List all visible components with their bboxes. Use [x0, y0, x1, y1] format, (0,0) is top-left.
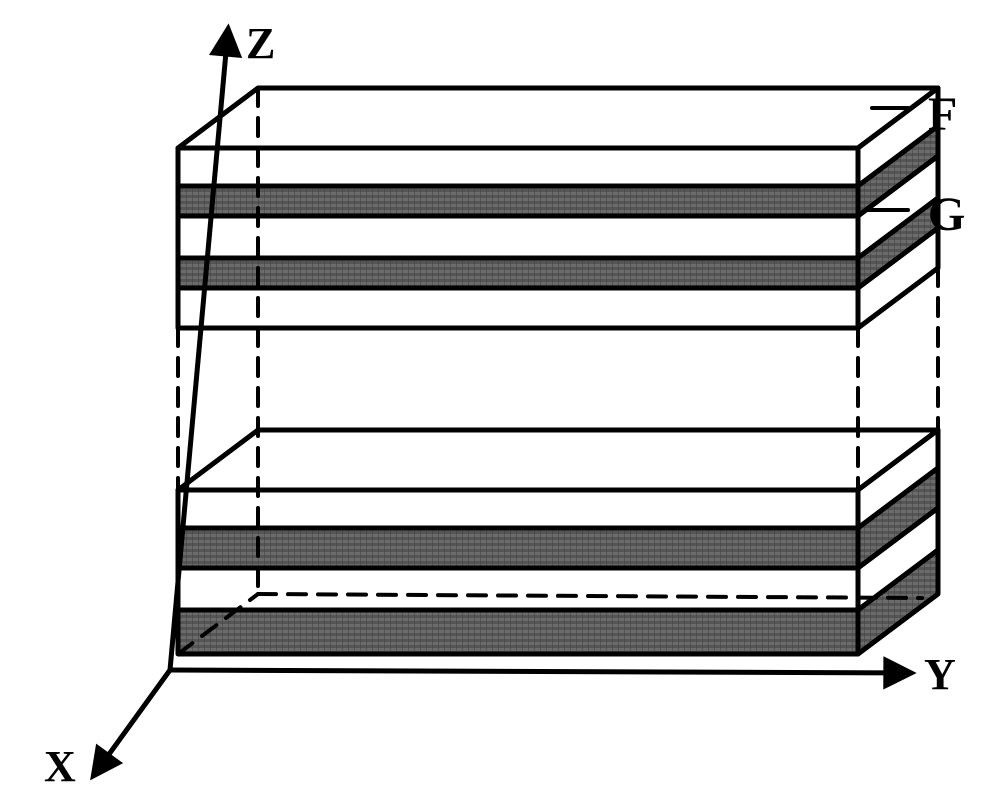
layer-label-g: G [928, 188, 965, 241]
axis-label: Y [924, 650, 956, 699]
layered-diagram: Z Y X FG [0, 0, 1000, 795]
layer-label-f: F [928, 88, 957, 141]
diagram-container: Z Y X FG [0, 0, 1000, 795]
axis-label: X [44, 742, 76, 791]
axis-label: Z [246, 19, 275, 68]
